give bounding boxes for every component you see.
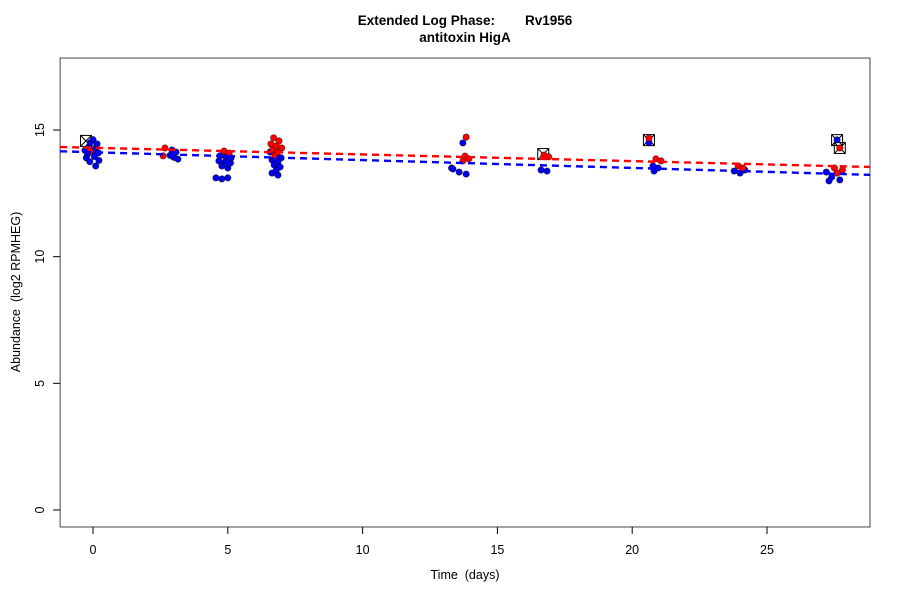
plot-border (59, 57, 871, 528)
data-point-blue-condition (89, 136, 97, 144)
x-tick-label: 5 (224, 543, 231, 557)
data-point-red-condition (838, 166, 847, 174)
x-tick-label: 0 (90, 543, 97, 557)
data-point-red-condition (161, 144, 169, 152)
data-point-blue-condition (833, 136, 841, 144)
chart-title-line1: Extended Log Phase: Rv1956 (357, 13, 573, 28)
data-point-blue-condition (218, 175, 226, 183)
x-tick-label: 20 (625, 543, 639, 557)
y-tick-label: 5 (33, 380, 47, 387)
data-point-red-condition (645, 134, 653, 142)
data-point-blue-condition (174, 155, 182, 163)
data-point-blue-condition (92, 162, 100, 170)
blue-fit-trend-line (60, 150, 871, 177)
x-tick-label: 25 (760, 543, 774, 557)
data-point-red-condition (275, 137, 283, 145)
red-fit-trend-line (60, 145, 871, 169)
x-tick-label: 15 (490, 543, 504, 557)
y-tick-label: 10 (33, 250, 47, 264)
data-point-blue-condition (212, 174, 220, 182)
y-tick-label: 0 (33, 506, 47, 513)
data-point-blue-condition (449, 165, 457, 173)
x-tick-label: 10 (356, 543, 370, 557)
data-point-blue-condition (455, 168, 463, 176)
data-point-red-condition (270, 134, 278, 142)
data-point-blue-condition (93, 140, 101, 148)
data-point-red-condition (278, 144, 286, 152)
data-point-blue-condition (836, 176, 844, 184)
data-point-red-condition (462, 133, 470, 141)
data-point-red-condition (836, 144, 844, 152)
data-point-red-condition (545, 153, 553, 161)
outlier-square-x-marker (833, 141, 846, 154)
data-point-blue-condition (95, 156, 103, 165)
data-point-blue-condition (459, 139, 467, 147)
data-point-blue-condition (276, 163, 284, 171)
data-point-blue-condition (274, 171, 282, 179)
data-point-blue-condition (543, 167, 551, 175)
y-tick-label: 15 (33, 123, 47, 137)
data-point-blue-condition (537, 166, 545, 174)
chart-title-line2: antitoxin HigA (419, 30, 511, 45)
outlier-square-x-marker (80, 135, 92, 147)
x-axis-label: Time (days) (430, 568, 500, 582)
data-point-blue-condition (86, 158, 94, 166)
data-point-red-condition (739, 164, 747, 172)
data-point-blue-condition (462, 170, 470, 178)
data-point-blue-condition (224, 174, 232, 182)
